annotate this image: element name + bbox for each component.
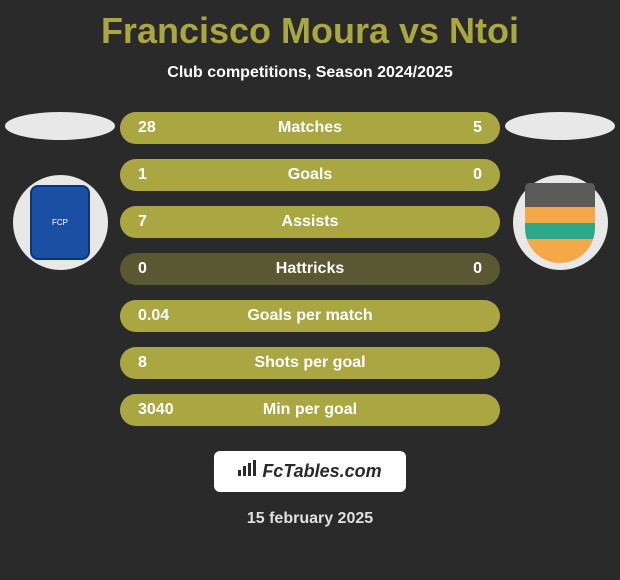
chart-icon: [238, 460, 258, 481]
stat-bar-left: [120, 112, 416, 144]
team-badge-left: FCP: [13, 175, 108, 270]
player-right-col: [500, 112, 620, 270]
stat-left-value: 3040: [138, 401, 174, 419]
stat-label: Matches: [278, 119, 342, 137]
stat-left-value: 28: [138, 119, 156, 137]
stat-left-value: 0.04: [138, 307, 169, 325]
stat-label: Shots per goal: [254, 354, 365, 372]
stat-label: Goals per match: [247, 307, 372, 325]
stat-right-value: 5: [473, 119, 482, 137]
stat-row: 1 Goals 0: [120, 159, 500, 191]
comparison-date: 15 february 2025: [0, 510, 620, 528]
stat-row: 8 Shots per goal: [120, 347, 500, 379]
stat-bar-right: [416, 112, 500, 144]
stat-row: 28 Matches 5: [120, 112, 500, 144]
stat-right-value: 0: [473, 260, 482, 278]
rio-ave-crest-icon: [525, 183, 595, 263]
fctables-logo: FcTables.com: [214, 451, 405, 492]
stat-left-value: 8: [138, 354, 147, 372]
stats-bars: 28 Matches 5 1 Goals 0 7 Assists 0 Hattricks 0 0.04…: [120, 112, 500, 426]
stat-left-value: 1: [138, 166, 147, 184]
player-left-pedestal: [5, 112, 115, 140]
stat-label: Hattricks: [276, 260, 344, 278]
stat-left-value: 7: [138, 213, 147, 231]
comparison-title: Francisco Moura vs Ntoi: [0, 10, 620, 52]
footer-logo-area: FcTables.com: [0, 451, 620, 492]
player-right-pedestal: [505, 112, 615, 140]
stat-label: Goals: [288, 166, 332, 184]
porto-crest-icon: FCP: [30, 185, 90, 260]
stat-left-value: 0: [138, 260, 147, 278]
stat-row: 0 Hattricks 0: [120, 253, 500, 285]
stat-row: 7 Assists: [120, 206, 500, 238]
stat-label: Min per goal: [263, 401, 357, 419]
stat-row: 0.04 Goals per match: [120, 300, 500, 332]
player-left-col: FCP: [0, 112, 120, 270]
comparison-subtitle: Club competitions, Season 2024/2025: [0, 64, 620, 82]
stat-label: Assists: [282, 213, 339, 231]
stat-row: 3040 Min per goal: [120, 394, 500, 426]
logo-text: FcTables.com: [262, 461, 381, 482]
comparison-body: FCP 28Matches51Goals07Assists0Hattricks0…: [0, 112, 620, 426]
team-badge-right: [513, 175, 608, 270]
stat-right-value: 0: [473, 166, 482, 184]
